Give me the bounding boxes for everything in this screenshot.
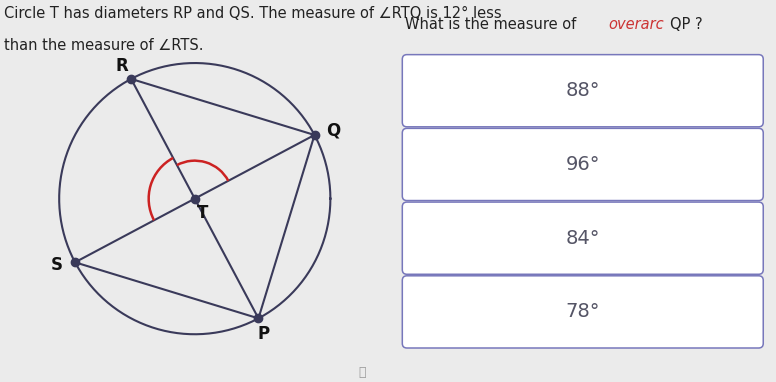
FancyBboxPatch shape — [402, 55, 764, 127]
FancyBboxPatch shape — [402, 128, 764, 201]
Text: Q: Q — [326, 121, 341, 139]
Text: 84°: 84° — [566, 229, 600, 248]
Text: overarc: overarc — [608, 17, 663, 32]
Text: ⤢: ⤢ — [359, 366, 366, 379]
Text: T: T — [197, 204, 208, 222]
Text: R: R — [116, 57, 128, 75]
Text: 78°: 78° — [566, 303, 600, 321]
Text: QP ?: QP ? — [670, 17, 702, 32]
Text: What is the measure of: What is the measure of — [405, 17, 581, 32]
Text: than the measure of ∠RTS.: than the measure of ∠RTS. — [4, 38, 203, 53]
FancyBboxPatch shape — [402, 276, 764, 348]
FancyBboxPatch shape — [402, 202, 764, 274]
Text: S: S — [50, 256, 62, 274]
Text: Circle T has diameters RP and QS. The measure of ∠RTQ is 12° less: Circle T has diameters RP and QS. The me… — [4, 6, 501, 21]
Text: P: P — [257, 325, 269, 343]
Text: 96°: 96° — [566, 155, 600, 174]
Text: 88°: 88° — [566, 81, 600, 100]
